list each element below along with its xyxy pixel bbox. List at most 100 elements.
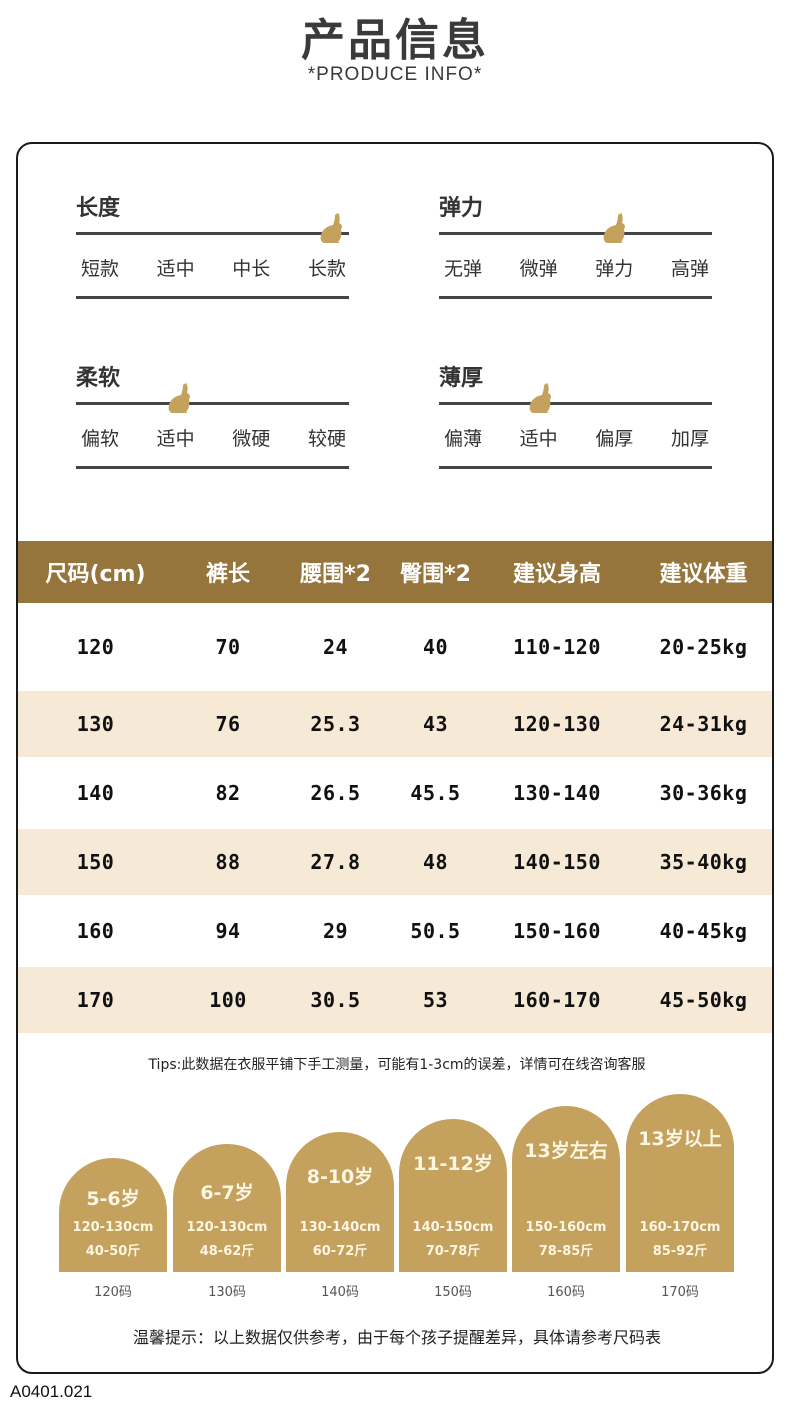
table-cell: 130-140 <box>513 781 601 805</box>
weight-range: 40-50斤 <box>85 1244 141 1259</box>
age-card: 8-10岁 130-140cm 60-72斤 <box>286 1132 394 1272</box>
table-cell: 110-120 <box>513 635 601 659</box>
scale-line <box>439 402 712 405</box>
table-row: 150 88 27.8 48 140-150 35-40kg <box>18 829 772 895</box>
rabbit-icon <box>168 383 191 413</box>
warm-notice: 温馨提示：以上数据仅供参考，由于每个孩子提醒差异，具体请参考尺码表 <box>132 1328 661 1347</box>
product-code: A0401.021 <box>10 1382 93 1401</box>
tick-label: 适中 <box>156 428 195 450</box>
age-label: 13岁左右 <box>524 1140 608 1162</box>
page-title: 产品信息 <box>301 15 489 66</box>
table-cell: 170 <box>76 988 115 1012</box>
divider <box>76 296 349 299</box>
tick-label: 无弹 <box>443 258 482 280</box>
tick-label: 加厚 <box>670 428 709 450</box>
table-cell: 100 <box>209 988 247 1012</box>
age-card: 6-7岁 120-130cm 48-62斤 <box>173 1144 281 1272</box>
table-cell: 82 <box>215 781 241 805</box>
scale-line <box>76 232 349 235</box>
divider <box>76 466 349 469</box>
divider <box>439 296 712 299</box>
tick-label: 偏软 <box>80 428 119 450</box>
rabbit-icon <box>603 213 626 243</box>
column-header: 腰围*2 <box>300 562 371 587</box>
tick-label: 微硬 <box>232 428 271 450</box>
tick-label: 偏厚 <box>595 428 634 450</box>
age-label: 8-10岁 <box>306 1166 374 1188</box>
weight-range: 85-92斤 <box>652 1244 708 1259</box>
table-cell: 30-36kg <box>659 781 748 805</box>
height-range: 160-170cm <box>639 1220 721 1235</box>
rabbit-icon <box>529 383 552 413</box>
size-label: 150码 <box>434 1285 472 1300</box>
table-cell: 25.3 <box>310 712 361 736</box>
table-row: 170 100 30.5 53 160-170 45-50kg <box>18 967 772 1033</box>
table-cell: 130 <box>76 712 115 736</box>
attribute-title: 长度 <box>76 196 121 221</box>
height-range: 140-150cm <box>412 1220 494 1235</box>
scale-line <box>439 232 712 235</box>
table-cell: 40-45kg <box>659 919 748 943</box>
tick-label: 高弹 <box>670 258 709 280</box>
table-cell: 94 <box>215 919 241 943</box>
age-card: 5-6岁 120-130cm 40-50斤 <box>59 1158 167 1272</box>
size-label: 170码 <box>661 1285 699 1300</box>
column-header: 臀围*2 <box>400 562 471 587</box>
weight-range: 60-72斤 <box>312 1244 368 1259</box>
table-row: 120 70 24 40 110-120 20-25kg <box>18 603 772 691</box>
table-cell: 50.5 <box>410 919 461 943</box>
weight-range: 70-78斤 <box>425 1244 481 1259</box>
table-cell: 35-40kg <box>659 850 748 874</box>
table-header: 尺码(cm) 裤长 腰围*2 臀围*2 建议身高 建议体重 <box>18 541 772 603</box>
column-header: 尺码(cm) <box>45 562 146 587</box>
rabbit-icon <box>320 213 343 243</box>
table-cell: 160 <box>76 919 115 943</box>
product-info-card: 长度 短款 适中 中长 长款 弹力 无弹 微弹 弹力 高弹 柔软 <box>16 142 774 1374</box>
tick-label: 适中 <box>156 258 195 280</box>
size-label: 130码 <box>208 1285 246 1300</box>
tick-label: 较硬 <box>307 428 346 450</box>
weight-range: 48-62斤 <box>199 1244 255 1259</box>
table-cell: 140-150 <box>513 850 601 874</box>
age-label: 13岁以上 <box>638 1128 722 1150</box>
table-cell: 24 <box>322 635 349 659</box>
size-label: 120码 <box>94 1285 132 1300</box>
table-cell: 43 <box>422 712 449 736</box>
table-row: 130 76 25.3 43 120-130 24-31kg <box>18 691 772 757</box>
size-label: 160码 <box>547 1285 585 1300</box>
age-label: 11-12岁 <box>413 1153 493 1175</box>
tick-label: 短款 <box>80 258 119 280</box>
divider <box>439 466 712 469</box>
table-cell: 70 <box>215 635 241 659</box>
tick-label: 弹力 <box>595 258 634 280</box>
tick-label: 中长 <box>232 258 271 280</box>
column-header: 裤长 <box>205 562 250 587</box>
age-label: 6-7岁 <box>200 1182 254 1204</box>
table-cell: 26.5 <box>310 781 361 805</box>
table-cell: 120 <box>76 635 115 659</box>
column-header: 建议体重 <box>659 562 748 587</box>
tick-label: 微弹 <box>519 258 558 280</box>
table-cell: 150 <box>76 850 115 874</box>
table-cell: 53 <box>422 988 449 1012</box>
tick-label: 适中 <box>519 428 558 450</box>
scale-line <box>76 402 349 405</box>
age-label: 5-6岁 <box>86 1188 140 1210</box>
table-cell: 45.5 <box>410 781 461 805</box>
table-cell: 150-160 <box>513 919 601 943</box>
table-cell: 27.8 <box>310 850 361 874</box>
age-card: 13岁以上 160-170cm 85-92斤 <box>626 1094 734 1272</box>
weight-range: 78-85斤 <box>538 1244 594 1259</box>
table-cell: 160-170 <box>513 988 601 1012</box>
page-subtitle: *PRODUCE INFO* <box>307 64 483 85</box>
table-cell: 24-31kg <box>659 712 748 736</box>
table-cell: 29 <box>322 919 349 943</box>
table-cell: 76 <box>215 712 241 736</box>
column-header: 建议身高 <box>512 562 601 587</box>
table-cell: 40 <box>422 635 449 659</box>
age-card: 13岁左右 150-160cm 78-85斤 <box>512 1106 620 1272</box>
attribute-title: 柔软 <box>76 366 121 391</box>
table-cell: 20-25kg <box>659 635 748 659</box>
table-cell: 88 <box>215 850 241 874</box>
measurement-tips: Tips:此数据在衣服平铺下手工测量，可能有1-3cm的误差，详情可在线咨询客服 <box>148 1057 646 1073</box>
